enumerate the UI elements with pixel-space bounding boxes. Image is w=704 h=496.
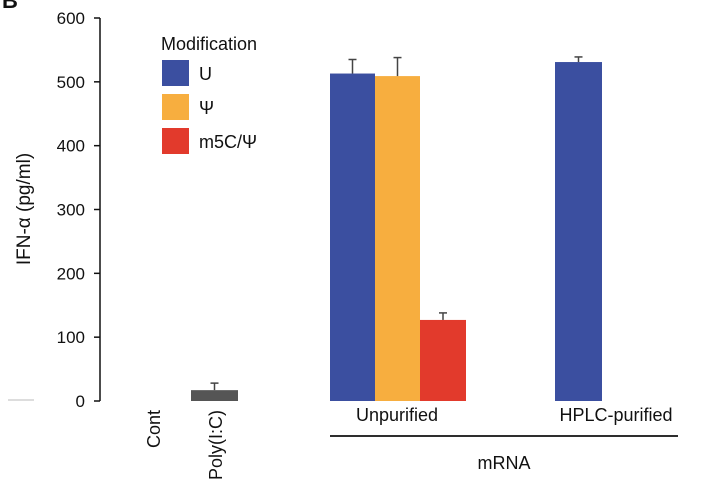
category-label: Poly(I:C) (206, 410, 226, 480)
panel-label: B (2, 0, 18, 13)
bar-unpurified-m5c- (420, 319, 466, 401)
y-tick-label: 300 (57, 201, 85, 220)
y-tick-label: 600 (57, 9, 85, 28)
legend-swatch (162, 60, 189, 86)
y-tick-label: 0 (76, 392, 85, 411)
legend-title: Modification (161, 34, 257, 54)
y-tick-label: 400 (57, 137, 85, 156)
category-labels: Cont Poly(I:C) Unpurified HPLC-purified (144, 405, 673, 480)
y-axis-label: IFN-α (pg/ml) (14, 153, 35, 265)
bar-poly-i-c--control (191, 390, 238, 401)
bar-unpurified-u (330, 73, 375, 401)
legend-swatch (162, 94, 189, 120)
bars-group (191, 56, 602, 402)
y-axis-ticks: 0 100 200 300 400 500 600 (57, 9, 100, 411)
legend-entry-label: U (199, 64, 212, 84)
bar-hplc-purified-u (555, 62, 602, 402)
category-label: HPLC-purified (559, 405, 672, 425)
y-tick-label: 100 (57, 328, 85, 347)
category-label: Unpurified (356, 405, 438, 425)
category-label: Cont (144, 410, 164, 448)
bar-unpurified-psi (375, 76, 420, 402)
legend-entry-label: Ψ (199, 98, 214, 118)
y-tick-label: 500 (57, 73, 85, 92)
legend-swatch (162, 128, 189, 154)
mrna-group-label: mRNA (478, 453, 531, 473)
legend-entry-label: m5C/Ψ (199, 132, 257, 152)
y-tick-label: 200 (57, 264, 85, 283)
